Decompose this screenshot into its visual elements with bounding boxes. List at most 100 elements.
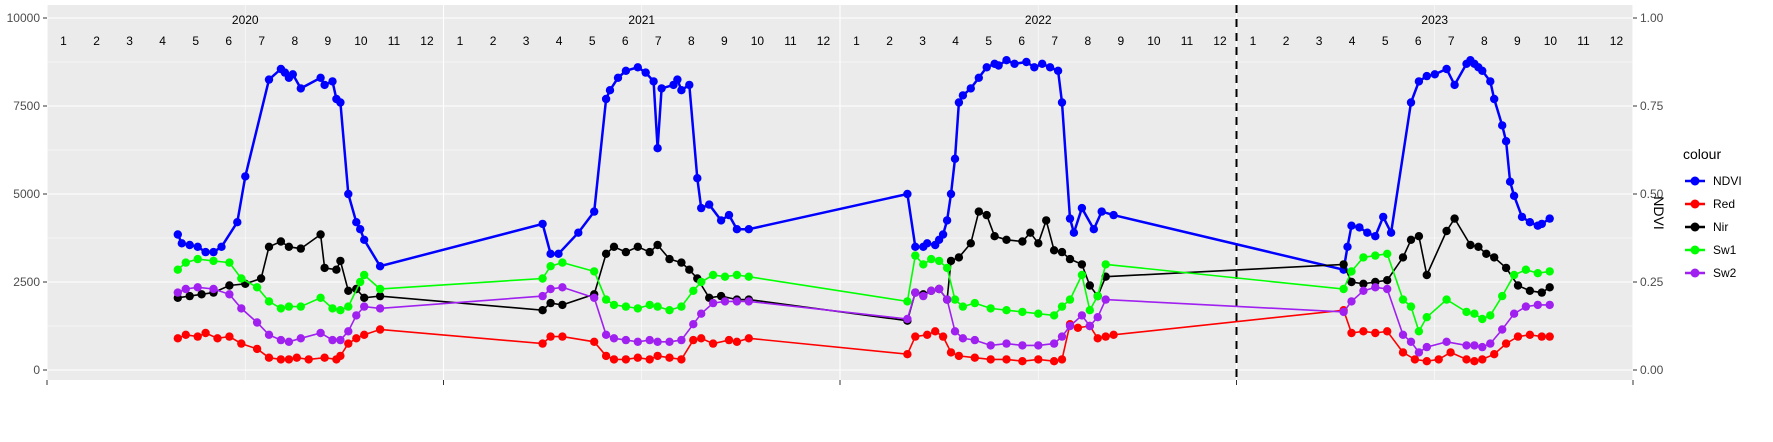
data-point-red: [213, 334, 222, 343]
data-point-ndvi: [554, 249, 563, 258]
data-point-nir: [1482, 249, 1491, 258]
y-left-tick-label: 2500: [13, 275, 40, 289]
data-point-ndvi: [946, 189, 956, 199]
data-point-ndvi: [693, 174, 702, 183]
data-point-sw2: [1406, 337, 1416, 346]
data-point-sw2: [546, 284, 555, 294]
data-point-nir: [538, 306, 547, 315]
data-point-ndvi: [193, 242, 202, 251]
month-label: 6: [225, 34, 232, 48]
month-label: 12: [817, 34, 831, 48]
data-point-sw1: [1065, 295, 1075, 304]
data-point-nir: [1450, 214, 1459, 223]
month-label: 6: [622, 34, 629, 48]
data-point-ndvi: [590, 207, 599, 216]
data-point-sw1: [237, 274, 246, 283]
data-point-ndvi: [974, 73, 983, 83]
data-point-red: [911, 332, 920, 341]
month-label: 8: [291, 34, 298, 48]
data-point-sw1: [181, 258, 190, 267]
data-point-nir: [256, 274, 266, 283]
data-point-sw2: [237, 304, 246, 313]
data-point-nir: [1057, 247, 1067, 257]
data-point-sw1: [911, 251, 920, 260]
data-point-sw1: [336, 306, 345, 315]
data-point-sw2: [1442, 337, 1451, 346]
data-point-sw2: [375, 304, 385, 313]
data-point-ndvi: [1490, 94, 1499, 104]
data-point-ndvi: [649, 77, 658, 86]
data-point-ndvi: [1422, 71, 1432, 81]
data-point-nir: [946, 256, 956, 266]
data-point-red: [590, 337, 599, 346]
legend-label: Sw1: [1713, 243, 1737, 257]
data-point-nir: [344, 286, 353, 295]
data-point-red: [633, 353, 642, 362]
month-label: 8: [688, 34, 695, 48]
data-point-sw2: [1101, 295, 1110, 304]
data-point-ndvi: [724, 210, 734, 220]
data-point-nir: [1513, 281, 1523, 290]
month-label: 6: [1415, 34, 1422, 48]
data-point-sw2: [316, 328, 325, 338]
data-point-nir: [665, 254, 674, 264]
data-point-sw1: [708, 270, 718, 280]
data-point-sw2: [336, 335, 345, 345]
data-point-nir: [284, 242, 294, 251]
data-point-sw2: [1034, 341, 1043, 350]
data-point-ndvi: [1414, 77, 1424, 86]
data-point-sw1: [328, 304, 337, 313]
data-point-red: [1002, 355, 1011, 364]
data-point-ndvi: [177, 239, 186, 248]
data-point-red: [352, 334, 361, 343]
legend: colour NDVI Red Nir Sw1 Sw2: [1683, 146, 1742, 280]
data-point-nir: [1442, 226, 1451, 236]
month-label: 4: [952, 34, 959, 48]
month-label: 9: [1118, 34, 1125, 48]
data-point-sw1: [609, 300, 619, 310]
month-label: 6: [1018, 34, 1025, 48]
data-point-sw2: [1498, 325, 1507, 334]
data-point-ndvi: [352, 218, 361, 227]
data-point-nir: [1018, 237, 1027, 246]
data-point-nir: [264, 242, 274, 251]
data-point-nir: [1406, 235, 1416, 244]
data-point-ndvi: [633, 63, 642, 72]
data-point-sw2: [193, 283, 202, 292]
month-label: 2: [886, 34, 893, 48]
month-label: 9: [721, 34, 728, 48]
data-point-red: [558, 332, 567, 341]
data-point-sw1: [697, 277, 706, 287]
data-point-sw2: [1545, 300, 1554, 310]
month-labels: 1 2 3 4 5 6 7 8 9 10 11 12 1 2 3 4 5 6 7 8 9 10 11 12 1 2 3 4 5 6 7 8 9 1…: [60, 34, 1623, 48]
year-label: 2022: [1025, 13, 1052, 27]
data-point-sw2: [344, 327, 353, 336]
data-point-sw1: [1422, 313, 1432, 322]
data-point-red: [931, 327, 940, 336]
data-point-sw2: [209, 284, 218, 294]
data-point-red: [320, 353, 329, 362]
data-point-ndvi: [1010, 59, 1019, 68]
data-point-ndvi: [1478, 66, 1487, 76]
data-point-ndvi: [641, 68, 650, 77]
data-point-ndvi: [744, 225, 753, 234]
data-point-sw1: [1442, 295, 1451, 304]
data-point-red: [653, 351, 662, 361]
data-point-ndvi: [966, 84, 975, 93]
data-point-nir: [225, 281, 234, 290]
data-point-ndvi: [217, 242, 226, 251]
data-point-red: [264, 353, 274, 362]
y-axis-right-title: NDVI: [1651, 196, 1667, 229]
data-point-ndvi: [574, 228, 583, 237]
data-point-sw1: [173, 265, 182, 274]
data-point-ndvi: [1089, 225, 1099, 234]
data-point-red: [1359, 327, 1368, 336]
legend-title: colour: [1683, 146, 1721, 162]
data-point-sw1: [1093, 291, 1102, 301]
data-point-sw2: [1049, 339, 1059, 348]
year-labels: 2020 2021 2022 2023: [232, 13, 1449, 27]
data-point-nir: [185, 291, 194, 301]
data-point-red: [1057, 355, 1067, 364]
data-point-nir: [1077, 260, 1087, 269]
data-point-red: [546, 332, 555, 341]
